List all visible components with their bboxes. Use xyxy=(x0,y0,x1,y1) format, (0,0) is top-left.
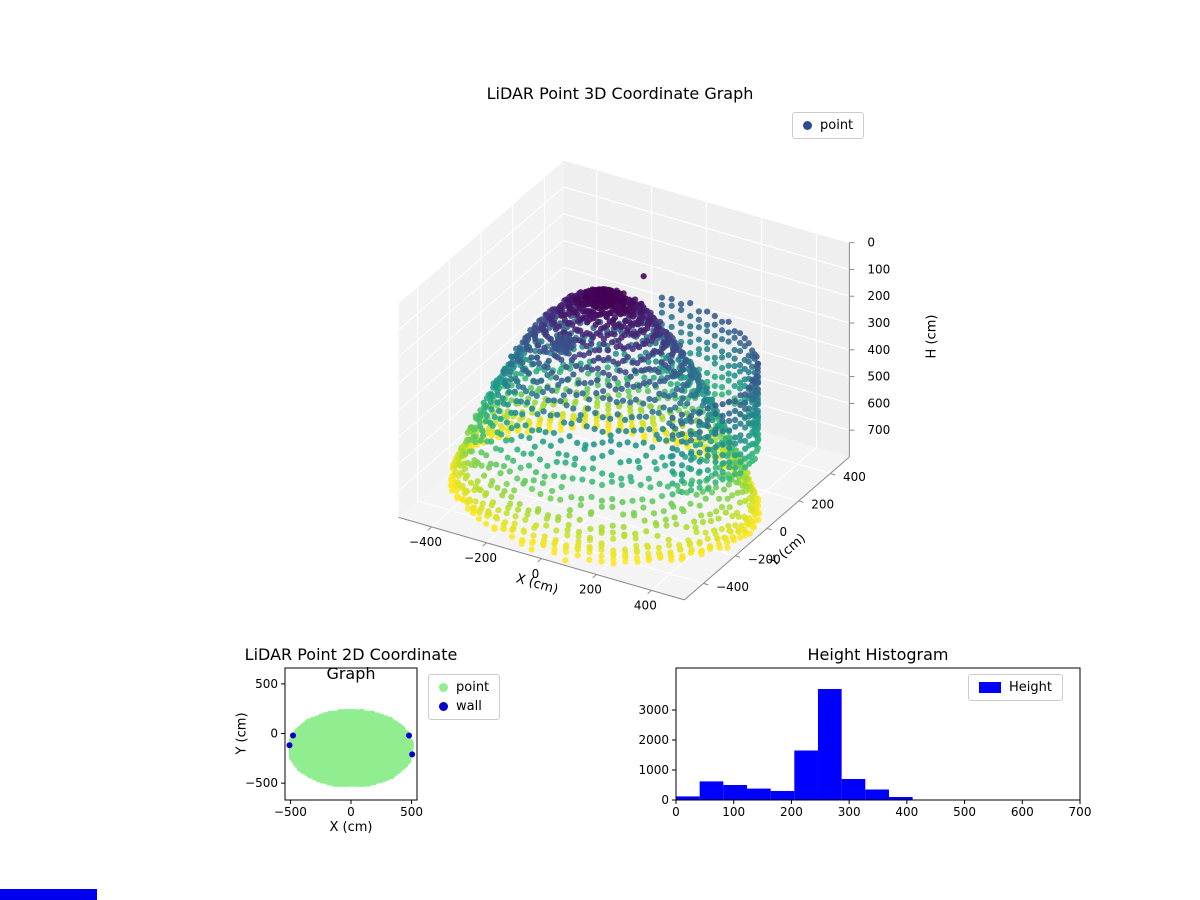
plot-2d-legend: point wall xyxy=(428,674,501,720)
point-marker-icon xyxy=(439,683,448,692)
point-marker-icon xyxy=(803,121,812,130)
legend-label-height: Height xyxy=(1009,680,1052,695)
legend-label-wall: wall xyxy=(456,699,482,714)
plot-3d-legend: point xyxy=(792,112,865,139)
bottom-blue-strip xyxy=(0,889,97,900)
legend-entry-height: Height xyxy=(979,680,1052,695)
histogram-legend: Height xyxy=(968,674,1063,701)
plot-3d-zlabel: H (cm) xyxy=(924,314,940,359)
plot-2d-ylabel: Y (cm) xyxy=(234,712,250,755)
legend-entry-wall: wall xyxy=(439,699,489,714)
wall-marker-icon xyxy=(439,702,448,711)
legend-entry-point: point xyxy=(803,118,853,133)
legend-label-point: point xyxy=(820,118,854,133)
plot-2d-xlabel: X (cm) xyxy=(329,820,373,835)
legend-label-point: point xyxy=(456,680,490,695)
plot-3d-title: LiDAR Point 3D Coordinate Graph xyxy=(486,84,754,103)
plot-3d-canvas[interactable] xyxy=(300,100,940,640)
legend-entry-point: point xyxy=(439,680,489,695)
height-bar-icon xyxy=(979,682,1001,693)
